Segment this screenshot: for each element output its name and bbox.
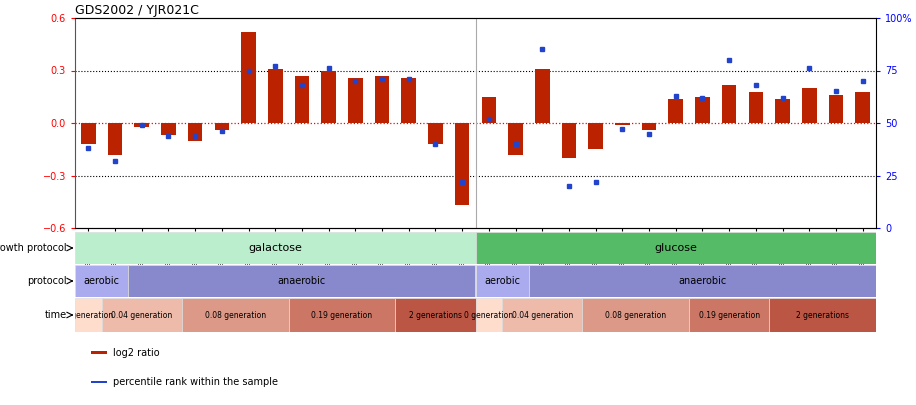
Bar bbox=[128, 265, 475, 297]
Bar bbox=[475, 265, 529, 297]
Bar bbox=[188, 123, 202, 141]
Bar bbox=[214, 123, 229, 130]
Bar bbox=[375, 76, 389, 123]
Bar bbox=[642, 123, 657, 130]
Bar bbox=[535, 69, 550, 123]
Bar bbox=[81, 123, 95, 144]
Bar bbox=[475, 298, 502, 332]
Bar bbox=[181, 298, 289, 332]
Bar bbox=[829, 95, 844, 123]
Bar bbox=[695, 97, 710, 123]
Bar bbox=[75, 232, 475, 264]
Bar bbox=[769, 298, 876, 332]
Bar bbox=[91, 351, 107, 354]
Text: 0.19 generation: 0.19 generation bbox=[699, 311, 759, 320]
Text: aerobic: aerobic bbox=[83, 276, 120, 286]
Bar bbox=[689, 298, 769, 332]
Bar bbox=[588, 123, 603, 149]
Text: growth protocol: growth protocol bbox=[0, 243, 67, 253]
Text: log2 ratio: log2 ratio bbox=[114, 347, 160, 358]
Bar bbox=[75, 265, 128, 297]
Text: anaerobic: anaerobic bbox=[278, 276, 326, 286]
Bar bbox=[562, 123, 576, 158]
Text: anaerobic: anaerobic bbox=[679, 276, 726, 286]
Text: 0 generation: 0 generation bbox=[464, 311, 513, 320]
Bar bbox=[322, 70, 336, 123]
Text: percentile rank within the sample: percentile rank within the sample bbox=[114, 377, 278, 387]
Bar bbox=[135, 123, 149, 126]
Text: 0 generation: 0 generation bbox=[64, 311, 113, 320]
Bar bbox=[482, 97, 496, 123]
Text: glucose: glucose bbox=[654, 243, 697, 253]
Bar bbox=[475, 232, 876, 264]
Bar bbox=[775, 98, 790, 123]
Bar bbox=[161, 123, 176, 135]
Text: 0.04 generation: 0.04 generation bbox=[111, 311, 172, 320]
Bar bbox=[455, 123, 470, 205]
Bar bbox=[802, 88, 816, 123]
Text: 0.19 generation: 0.19 generation bbox=[311, 311, 373, 320]
Text: 0.08 generation: 0.08 generation bbox=[605, 311, 666, 320]
Bar bbox=[856, 92, 870, 123]
Bar bbox=[748, 92, 763, 123]
Bar bbox=[102, 298, 181, 332]
Text: protocol: protocol bbox=[27, 276, 67, 286]
Text: 0.04 generation: 0.04 generation bbox=[512, 311, 572, 320]
Bar bbox=[401, 77, 416, 123]
Bar bbox=[91, 381, 107, 383]
Bar bbox=[348, 77, 363, 123]
Text: 2 generations: 2 generations bbox=[409, 311, 462, 320]
Bar bbox=[267, 69, 283, 123]
Text: galactose: galactose bbox=[248, 243, 302, 253]
Bar bbox=[428, 123, 442, 144]
Text: 2 generations: 2 generations bbox=[796, 311, 849, 320]
Bar bbox=[669, 98, 683, 123]
Text: 0.08 generation: 0.08 generation bbox=[204, 311, 266, 320]
Bar bbox=[75, 298, 102, 332]
Bar bbox=[508, 123, 523, 154]
Bar bbox=[289, 298, 396, 332]
Bar bbox=[529, 265, 876, 297]
Text: GDS2002 / YJR021C: GDS2002 / YJR021C bbox=[75, 4, 199, 17]
Bar bbox=[502, 298, 583, 332]
Bar bbox=[295, 76, 310, 123]
Bar bbox=[241, 32, 256, 123]
Text: time: time bbox=[45, 310, 67, 320]
Bar bbox=[722, 85, 736, 123]
Bar bbox=[583, 298, 689, 332]
Text: aerobic: aerobic bbox=[485, 276, 520, 286]
Bar bbox=[396, 298, 475, 332]
Bar bbox=[615, 123, 629, 125]
Bar bbox=[108, 123, 123, 154]
